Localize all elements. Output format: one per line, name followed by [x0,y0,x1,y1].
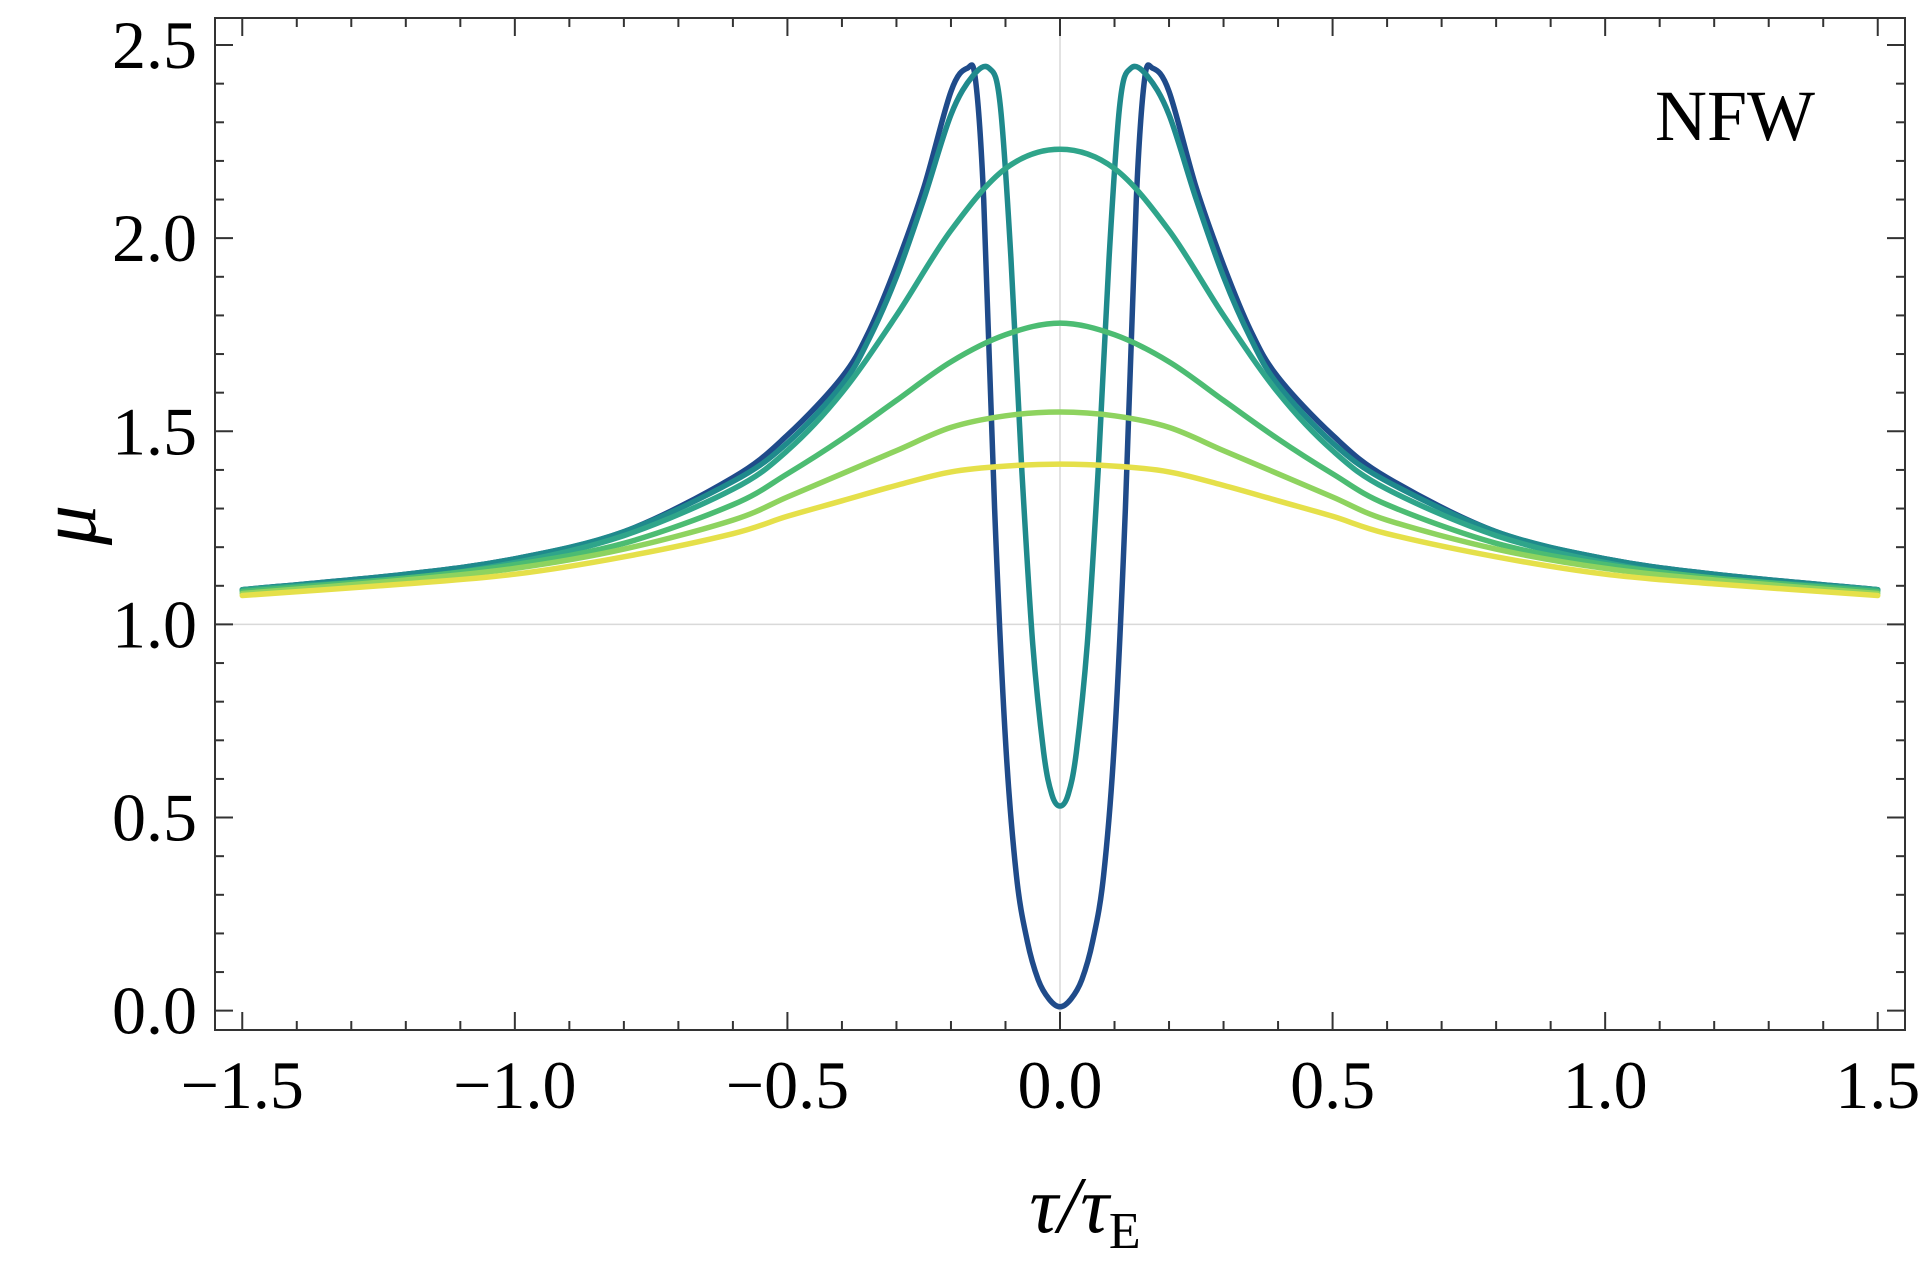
plot-frame [214,17,1906,1031]
x-tick-label: 0.5 [1290,1047,1375,1123]
reference-lines [215,18,1905,1030]
x-tick-label: 0.0 [1018,1047,1103,1123]
x-axis-label: τ/τE [1029,1162,1140,1260]
y-tick-label: 1.5 [112,393,197,469]
y-tick-label: 0.0 [112,973,197,1049]
y-axis-label: μ [25,505,113,546]
x-axis-label-main: τ/τ [1029,1162,1112,1250]
series-line-1 [239,62,1881,1010]
series-line-3 [239,146,1881,593]
model-annotation: NFW [1655,76,1815,156]
y-tick-label: 2.0 [112,200,197,276]
y-tick-label: 0.5 [112,780,197,856]
x-tick-label: −1.0 [453,1047,576,1123]
x-tick-label: 1.5 [1835,1047,1920,1123]
series-line-5 [239,409,1881,597]
series-line-6 [239,461,1881,599]
x-axis-label-subscript: E [1109,1203,1141,1260]
x-tick-label: 1.0 [1563,1047,1648,1123]
series-line-4 [239,320,1881,595]
series-line-2 [239,63,1881,809]
y-tick-label: 1.0 [112,586,197,662]
axis-ticks [215,18,1905,1030]
tick-labels: −1.5 −1.0 −0.5 0.0 0.5 1.0 1.5 0.0 0.5 1.0 1.5 2.0 2… [112,7,1920,1123]
x-tick-label: −0.5 [726,1047,849,1123]
y-tick-label: 2.5 [112,7,197,83]
x-tick-label: −1.5 [181,1047,304,1123]
series-group [239,62,1881,1010]
